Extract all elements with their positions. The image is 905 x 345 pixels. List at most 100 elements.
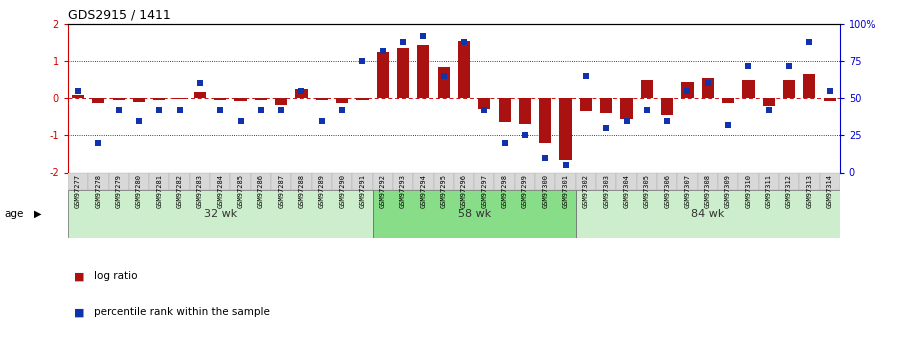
Text: GSM97306: GSM97306 — [664, 174, 671, 208]
Bar — [68, 190, 373, 238]
Text: GSM97292: GSM97292 — [380, 174, 386, 208]
Text: GSM97299: GSM97299 — [522, 174, 528, 208]
Bar — [718, 172, 738, 190]
Bar — [332, 172, 352, 190]
Bar — [373, 190, 576, 238]
Bar — [174, 98, 186, 99]
Bar — [576, 172, 596, 190]
Bar — [580, 98, 592, 111]
Bar — [474, 172, 494, 190]
Text: 32 wk: 32 wk — [204, 209, 237, 219]
Text: GSM97296: GSM97296 — [461, 174, 467, 208]
Bar — [742, 80, 755, 98]
Text: GSM97305: GSM97305 — [643, 174, 650, 208]
Bar — [763, 98, 775, 106]
Text: GDS2915 / 1411: GDS2915 / 1411 — [68, 9, 171, 22]
Bar — [539, 98, 551, 143]
Bar — [576, 190, 840, 238]
Bar — [824, 98, 836, 101]
Text: GSM97298: GSM97298 — [501, 174, 508, 208]
Bar — [271, 172, 291, 190]
Text: log ratio: log ratio — [94, 271, 138, 281]
Bar — [559, 98, 572, 159]
Text: GSM97312: GSM97312 — [786, 174, 792, 208]
Bar — [438, 67, 450, 98]
Bar — [596, 172, 616, 190]
Text: GSM97304: GSM97304 — [624, 174, 630, 208]
Bar — [397, 48, 409, 98]
Text: GSM97291: GSM97291 — [359, 174, 366, 208]
Bar — [275, 98, 287, 105]
Text: GSM97286: GSM97286 — [258, 174, 264, 208]
Bar — [316, 98, 328, 100]
Bar — [311, 172, 332, 190]
Bar — [738, 172, 758, 190]
Bar — [149, 172, 169, 190]
Text: GSM97311: GSM97311 — [766, 174, 772, 208]
Text: GSM97313: GSM97313 — [806, 174, 813, 208]
Text: GSM97297: GSM97297 — [481, 174, 487, 208]
Text: GSM97288: GSM97288 — [299, 174, 304, 208]
Text: GSM97284: GSM97284 — [217, 174, 224, 208]
Text: 84 wk: 84 wk — [691, 209, 725, 219]
Bar — [255, 98, 267, 100]
Text: percentile rank within the sample: percentile rank within the sample — [94, 307, 270, 317]
Bar — [661, 98, 673, 115]
Bar — [169, 172, 190, 190]
Text: GSM97277: GSM97277 — [75, 174, 81, 208]
Bar — [112, 98, 125, 100]
Text: ■: ■ — [74, 307, 85, 317]
Text: GSM97289: GSM97289 — [319, 174, 325, 208]
Bar — [701, 78, 714, 98]
Bar — [251, 172, 271, 190]
Text: GSM97285: GSM97285 — [237, 174, 243, 208]
Text: GSM97290: GSM97290 — [339, 174, 345, 208]
Bar — [799, 172, 820, 190]
Text: GSM97300: GSM97300 — [542, 174, 548, 208]
Bar — [194, 92, 206, 98]
Bar — [454, 172, 474, 190]
Text: GSM97310: GSM97310 — [746, 174, 751, 208]
Bar — [637, 172, 657, 190]
Text: GSM97302: GSM97302 — [583, 174, 589, 208]
Bar — [357, 98, 368, 100]
Bar — [515, 172, 535, 190]
Text: 58 wk: 58 wk — [458, 209, 491, 219]
Text: GSM97293: GSM97293 — [400, 174, 406, 208]
Bar — [758, 172, 779, 190]
Text: GSM97278: GSM97278 — [95, 174, 101, 208]
Bar — [600, 98, 613, 113]
Bar — [417, 45, 430, 98]
Text: GSM97281: GSM97281 — [157, 174, 162, 208]
Text: GSM97303: GSM97303 — [604, 174, 609, 208]
Bar — [68, 172, 88, 190]
Text: GSM97283: GSM97283 — [197, 174, 203, 208]
Text: ■: ■ — [74, 271, 85, 281]
Bar — [779, 172, 799, 190]
Bar — [153, 98, 166, 100]
Text: GSM97307: GSM97307 — [684, 174, 691, 208]
Text: GSM97279: GSM97279 — [116, 174, 121, 208]
Bar — [295, 89, 308, 98]
Bar — [677, 172, 698, 190]
Bar — [234, 98, 247, 101]
Bar — [352, 172, 373, 190]
Bar — [499, 98, 510, 122]
Bar — [657, 172, 677, 190]
Bar — [698, 172, 718, 190]
Bar — [210, 172, 231, 190]
Bar — [681, 82, 693, 98]
Bar — [804, 74, 815, 98]
Bar — [129, 172, 149, 190]
Bar — [414, 172, 433, 190]
Bar — [494, 172, 515, 190]
Bar — [133, 98, 145, 102]
Bar — [92, 98, 104, 103]
Bar — [71, 95, 84, 98]
Bar — [336, 98, 348, 103]
Text: GSM97308: GSM97308 — [705, 174, 710, 208]
Bar — [373, 172, 393, 190]
Bar — [393, 172, 414, 190]
Bar — [621, 98, 633, 119]
Bar — [291, 172, 311, 190]
